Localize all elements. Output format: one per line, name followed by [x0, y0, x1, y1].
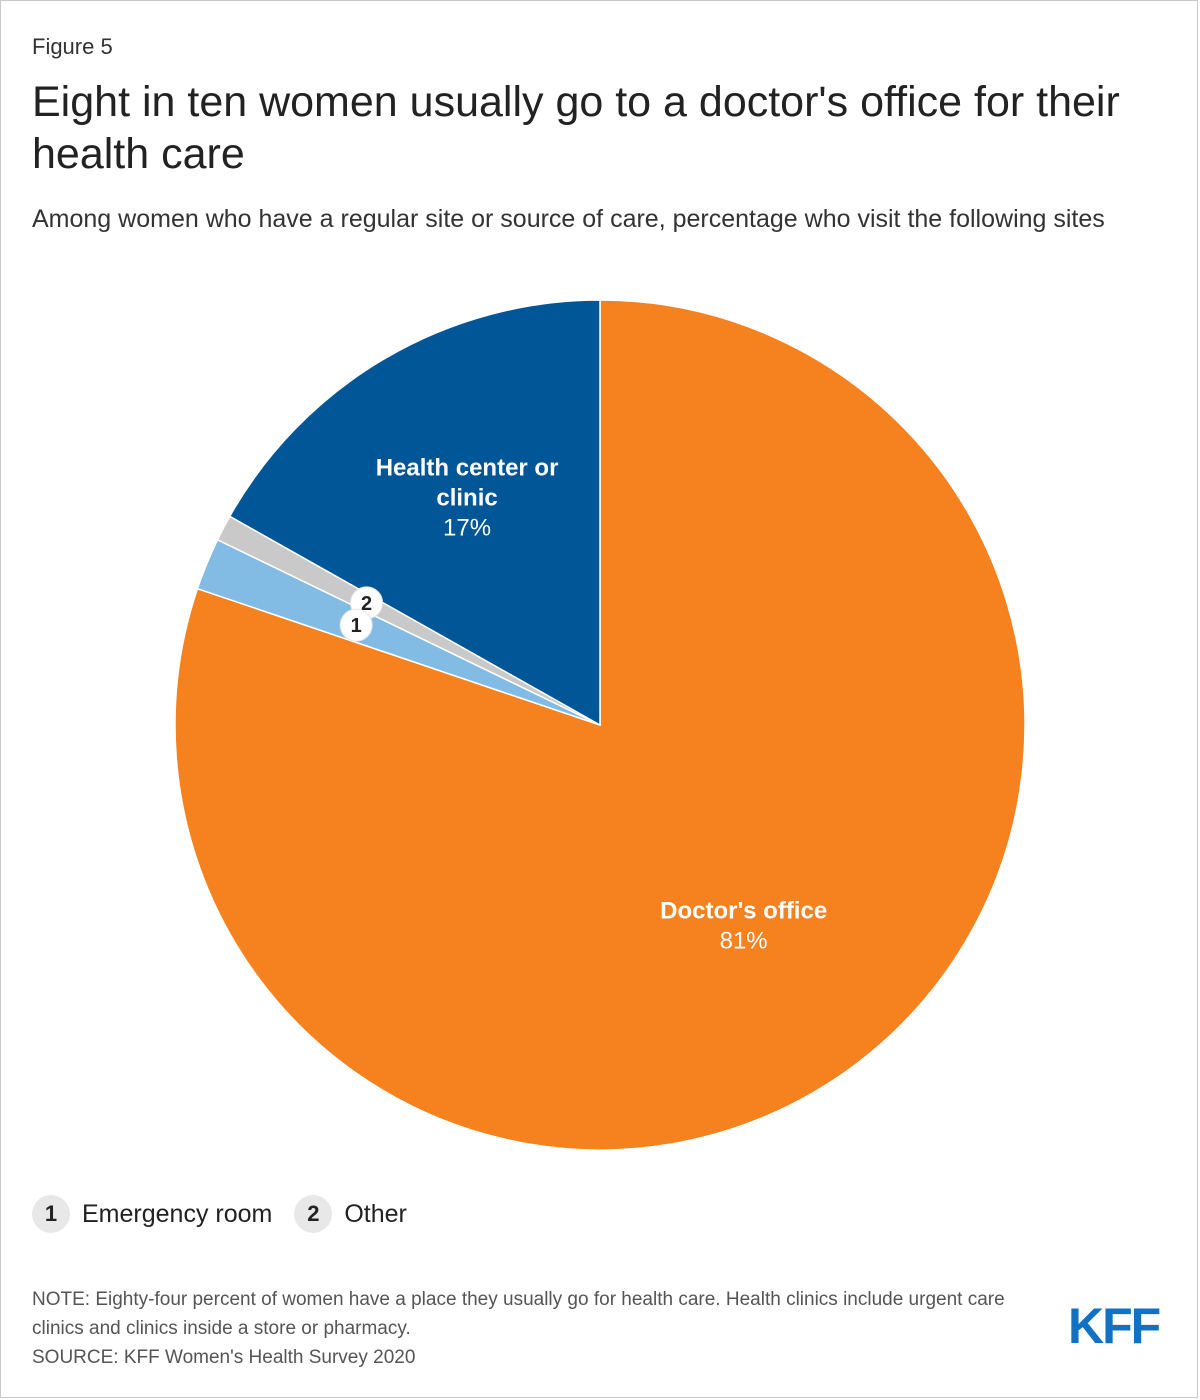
legend-label: Other — [344, 1199, 407, 1228]
marker-circle — [339, 608, 373, 642]
slice-label-doctor-s-office: Doctor's office 81% — [660, 897, 827, 954]
legend-label: Emergency room — [82, 1199, 273, 1228]
figure-label: Figure 5 — [32, 34, 113, 59]
legend-marker: 1 — [32, 1195, 70, 1233]
slice-value-label: 81% — [720, 927, 768, 954]
marker-number: 1 — [351, 615, 362, 637]
chart-subtitle: Among women who have a regular site or s… — [32, 205, 1105, 233]
legend-item-other: 2 Other — [294, 1195, 407, 1233]
kff-logo: KFF — [1068, 1298, 1161, 1354]
slice-marker-emergency-room: 1 — [339, 608, 373, 642]
marker-number: 2 — [361, 593, 372, 615]
legend: 1 Emergency room 2 Other — [32, 1195, 429, 1233]
slice-label-text: Health center or — [376, 454, 559, 481]
slice-label-text: clinic — [436, 484, 497, 511]
notes: NOTE: Eighty-four percent of women have … — [32, 1285, 1012, 1372]
pie-slice-health-center-or-clinic — [228, 299, 601, 727]
legend-marker: 2 — [294, 1195, 333, 1233]
slice-label-text: Doctor's office — [660, 897, 827, 924]
slice-label-health-center-or-clinic: Health center or clinic 17% — [376, 454, 559, 541]
slice-value-label: 17% — [443, 514, 491, 541]
source-text: SOURCE: KFF Women's Health Survey 2020 — [32, 1347, 416, 1368]
legend-item-emergency-room: 1 Emergency room — [32, 1195, 272, 1233]
chart-title: Eight in ten women usually go to a docto… — [32, 78, 1120, 178]
note-text: NOTE: Eighty-four percent of women have … — [32, 1289, 1005, 1339]
